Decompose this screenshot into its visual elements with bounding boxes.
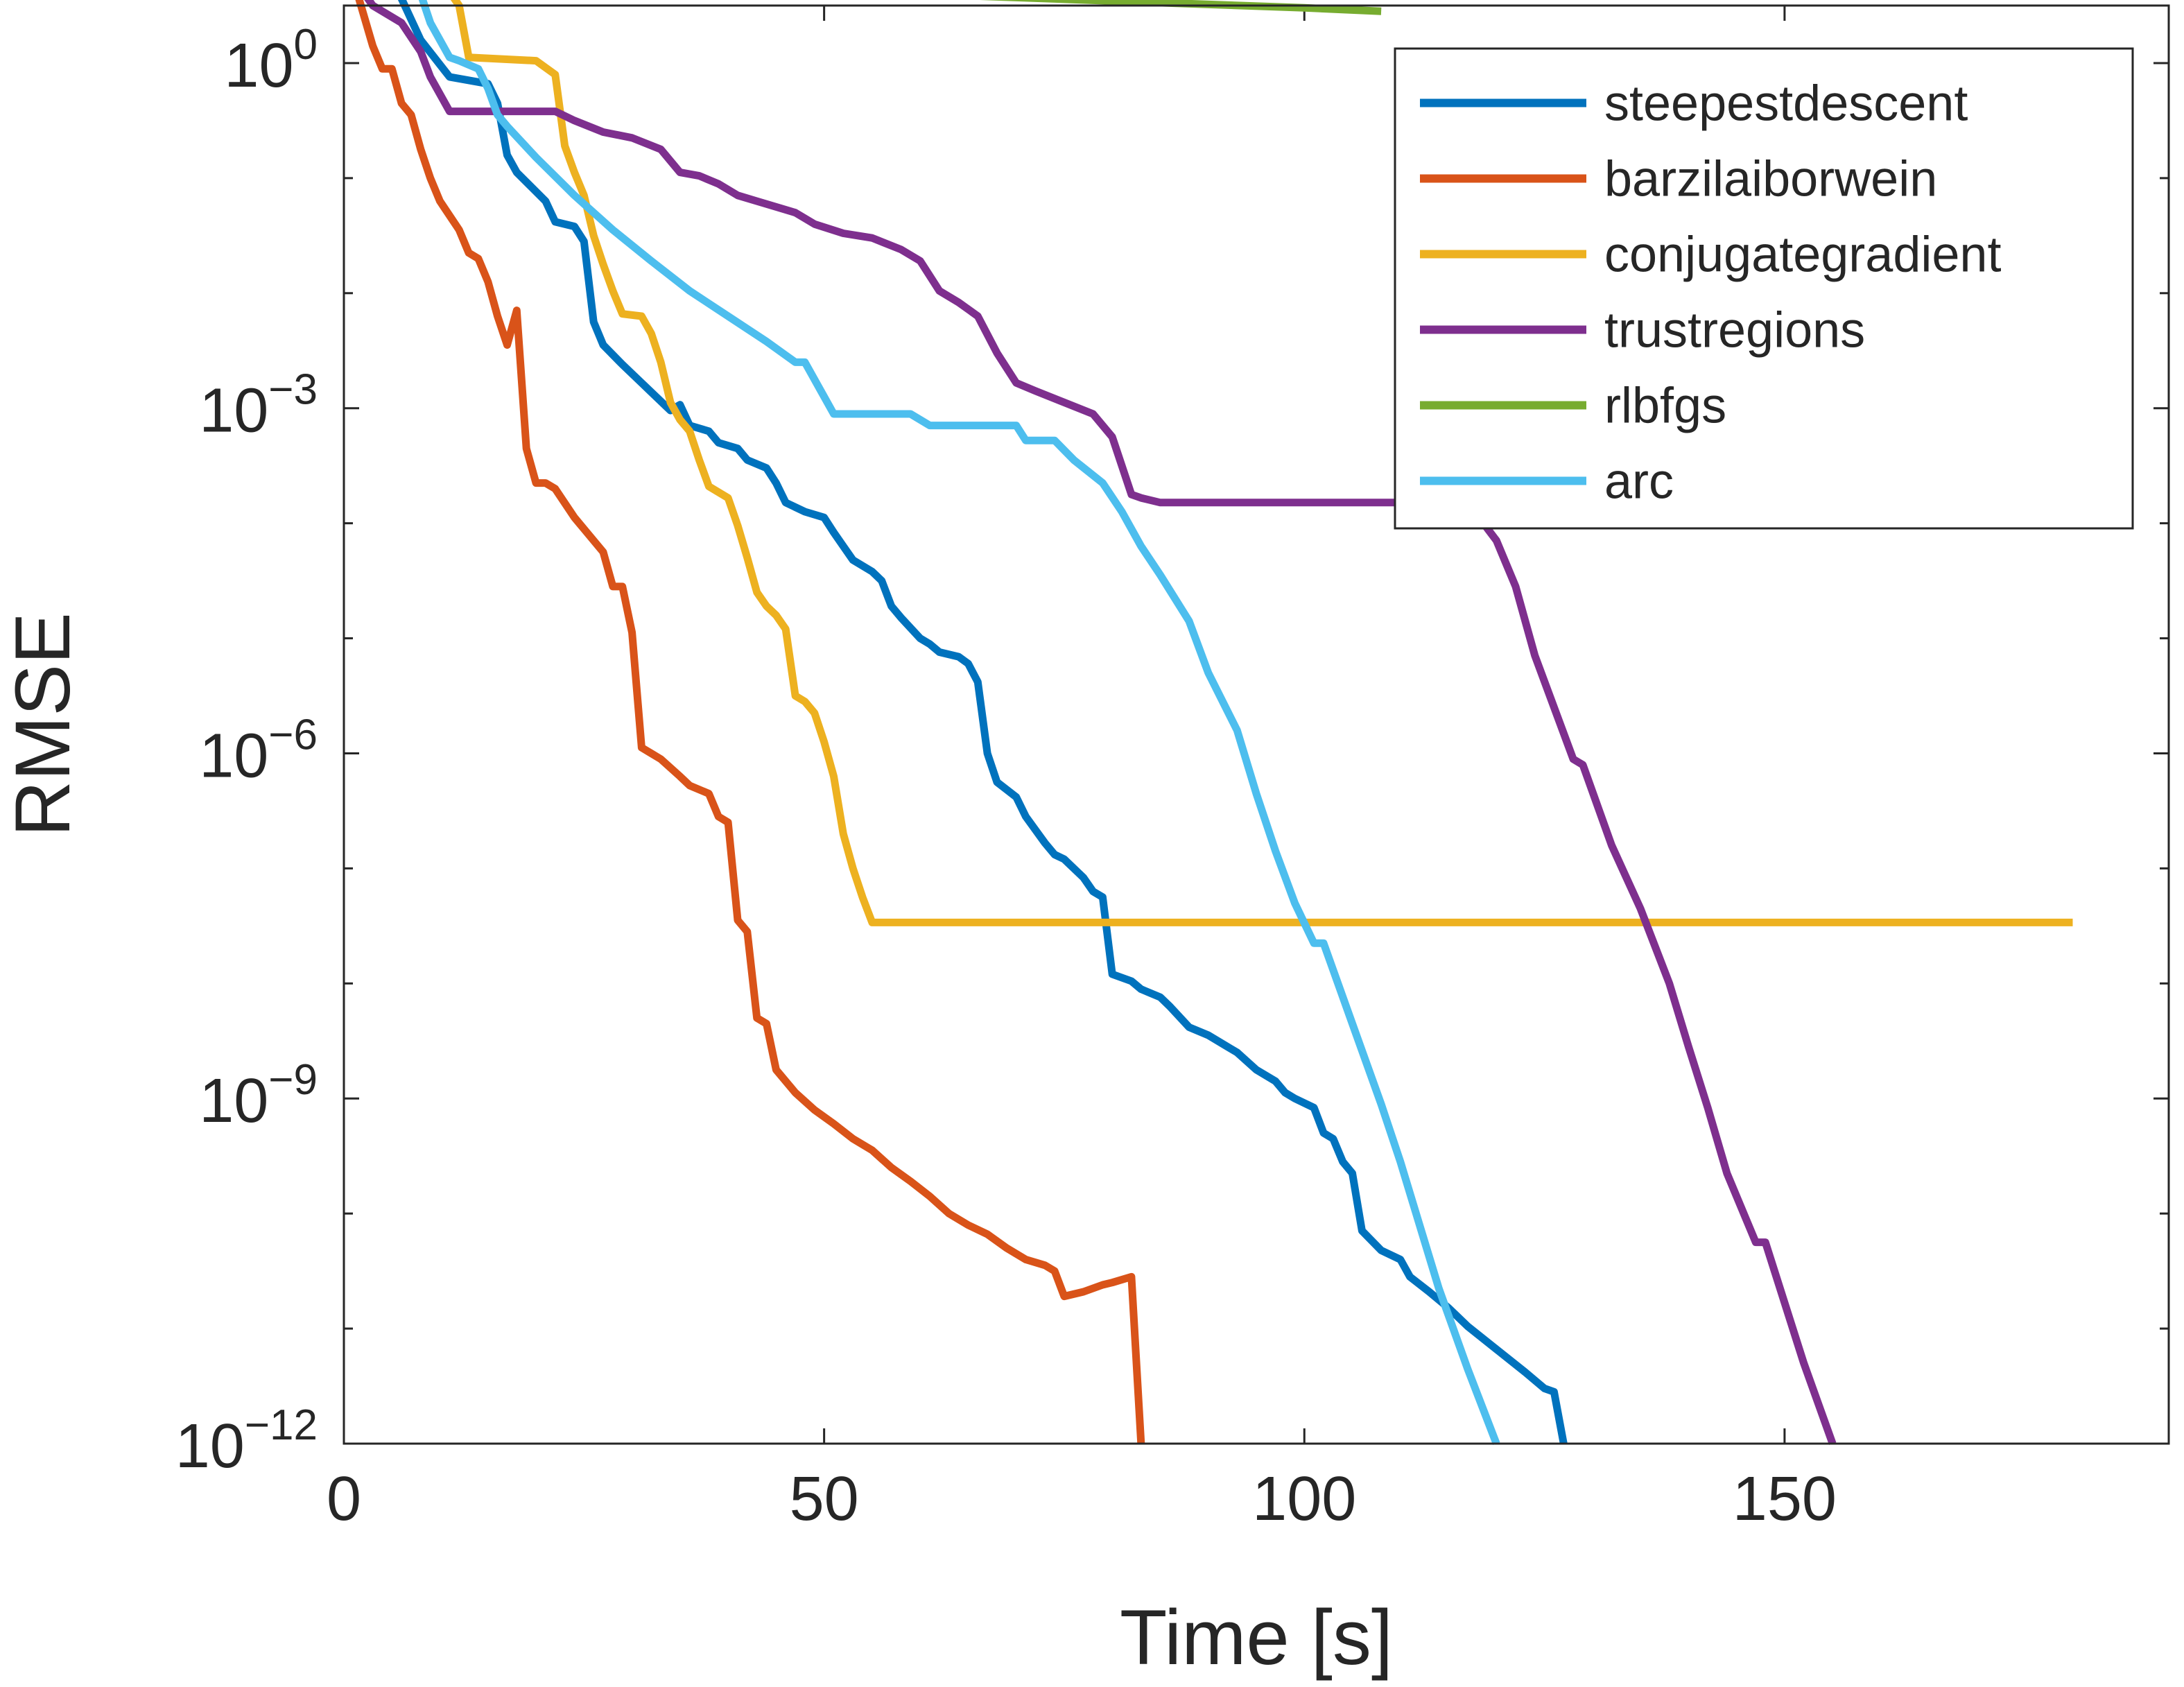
y-tick-base: 10 [199,1066,268,1136]
y-tick-base: 10 [199,377,268,446]
y-tick-exponent: 0 [294,21,318,69]
y-tick-base: 10 [224,31,293,101]
series-line-steepestdescent [397,0,1568,1445]
legend-label: arc [1604,454,1674,510]
series-line-trustregions [364,0,1837,1445]
y-tick-label: 100 [224,21,318,101]
x-tick-label: 150 [1733,1464,1837,1534]
y-tick-exponent: −3 [268,366,318,414]
series-line-arc [418,0,1500,1445]
y-tick-exponent: −6 [268,711,318,759]
y-axis-title: RMSE [0,612,86,837]
x-axis-title: Time [s] [1120,1594,1393,1681]
y-tick-exponent: −9 [268,1056,318,1104]
legend-label: steepestdescent [1604,76,1968,132]
series-layer [355,0,2073,1445]
axes-frame [343,4,2170,1445]
y-tick-label: 10−12 [175,1401,318,1481]
x-axis-ticks: 0 50 100 150 [327,6,1837,1534]
x-tick-label: 100 [1252,1464,1356,1534]
y-tick-base: 10 [175,1412,245,1481]
y-tick-label: 10−6 [199,711,318,790]
legend-label: rlbfgs [1604,379,1726,434]
legend-label: conjugategradient [1604,227,2001,283]
series-line-rlbfgs [979,0,1382,15]
y-tick-exponent: −12 [245,1401,318,1449]
legend-box [1394,47,2134,530]
y-tick-label: 10−3 [199,366,318,446]
legend: steepestdescent barzilaiborwein conjugateg… [1394,47,2134,530]
y-tick-base: 10 [199,721,268,790]
x-tick-label: 0 [327,1464,361,1534]
series-line-barzilaiborwein [355,0,1145,1444]
legend-label: trustregions [1604,303,1865,358]
x-tick-label: 50 [790,1464,859,1534]
y-tick-label: 10−9 [199,1056,318,1136]
legend-label: barzilaiborwein [1604,152,1937,207]
